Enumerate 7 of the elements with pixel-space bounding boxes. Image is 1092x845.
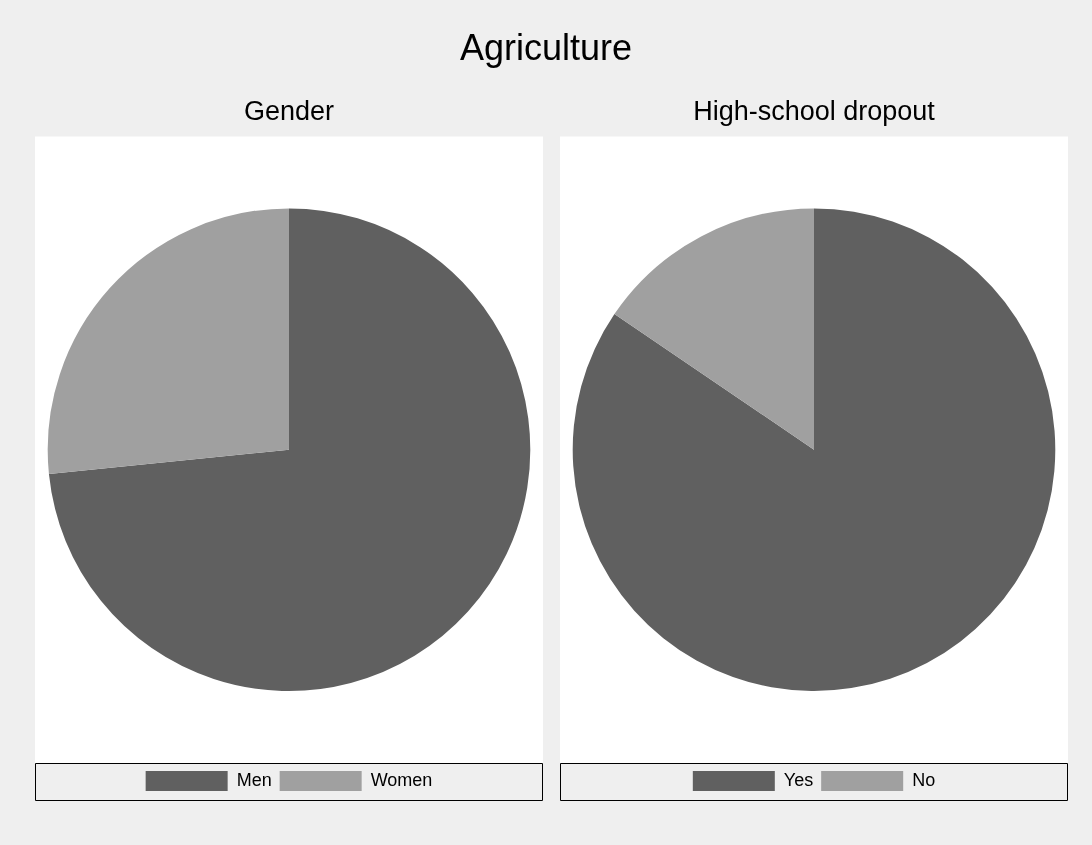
- chart-title: Gender: [243, 95, 335, 126]
- legend-label: Men: [236, 769, 272, 790]
- legend-label: Yes: [783, 769, 814, 790]
- text: Agriculture: [459, 27, 633, 69]
- chart-title: High-school dropout: [693, 95, 936, 126]
- legend-label: Women: [370, 769, 433, 790]
- legend-label: No: [912, 769, 936, 790]
